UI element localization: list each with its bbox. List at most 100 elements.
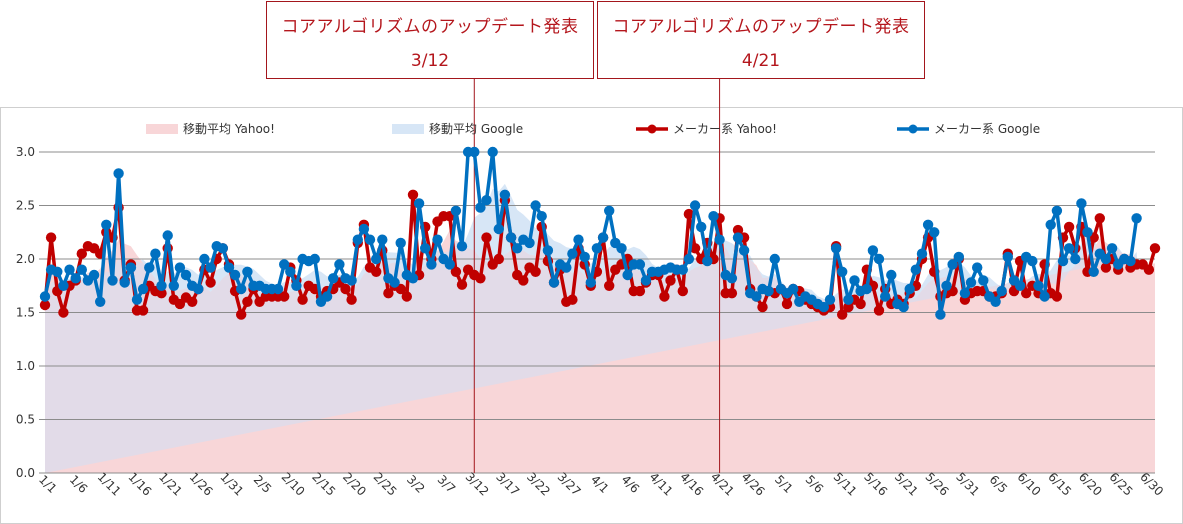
point-maker-google — [64, 264, 75, 275]
point-maker-google — [180, 269, 192, 281]
point-maker-google — [1106, 243, 1118, 254]
y-tick-label: 2.0 — [16, 252, 35, 266]
point-maker-google — [70, 273, 81, 284]
point-maker-google — [873, 253, 885, 265]
y-tick-label: 1.5 — [16, 306, 35, 320]
point-maker-google — [272, 283, 284, 295]
point-maker-google — [217, 243, 228, 254]
point-maker-google — [168, 280, 179, 291]
point-maker-yahoo — [279, 291, 290, 302]
annotation-title-2: コアアルゴリズムのアップデート発表 — [612, 17, 910, 37]
legend-marker-maker-google — [908, 124, 918, 134]
point-maker-google — [922, 219, 934, 230]
point-maker-yahoo — [873, 305, 885, 316]
point-maker-google — [321, 291, 333, 302]
annotation-date-2: 4/21 — [741, 51, 781, 71]
point-maker-google — [1070, 253, 1081, 265]
point-maker-google — [450, 205, 462, 216]
point-maker-google — [702, 255, 713, 267]
point-maker-yahoo — [39, 299, 51, 311]
annotation-date-1: 3/12 — [410, 51, 450, 71]
point-maker-google — [52, 266, 63, 277]
point-maker-google — [174, 262, 186, 273]
point-maker-google — [567, 248, 578, 259]
point-maker-yahoo — [242, 296, 253, 307]
point-maker-yahoo — [855, 298, 866, 310]
point-maker-google — [101, 219, 112, 230]
point-maker-yahoo — [76, 248, 88, 259]
legend-label-ma-yahoo: 移動平均 Yahoo! — [183, 122, 275, 136]
point-maker-google — [328, 273, 339, 284]
point-maker-google — [137, 283, 149, 295]
point-maker-google — [696, 221, 707, 233]
point-maker-yahoo — [383, 288, 394, 299]
point-maker-google — [1033, 280, 1044, 291]
point-maker-yahoo — [665, 275, 676, 286]
point-maker-google — [444, 259, 455, 270]
point-maker-google — [972, 262, 983, 273]
annotation-callout-2: コアアルゴリズムのアップデート発表 4/21 — [597, 1, 925, 79]
point-maker-google — [242, 266, 253, 277]
point-maker-google — [150, 248, 161, 259]
point-maker-google — [604, 205, 615, 216]
point-maker-google — [843, 294, 854, 305]
point-maker-yahoo — [1020, 288, 1032, 299]
point-maker-google — [916, 248, 928, 259]
point-maker-yahoo — [530, 266, 541, 277]
point-maker-google — [947, 259, 958, 270]
point-maker-google — [107, 275, 118, 286]
point-maker-google — [824, 294, 836, 305]
point-maker-google — [377, 234, 388, 245]
point-maker-google — [1063, 243, 1075, 254]
point-maker-google — [131, 294, 143, 305]
point-maker-google — [1131, 213, 1142, 224]
point-maker-google — [683, 253, 695, 265]
point-maker-google — [818, 301, 829, 313]
point-maker-yahoo — [236, 309, 247, 320]
point-maker-google — [113, 168, 124, 179]
point-maker-google — [285, 266, 296, 277]
point-maker-google — [193, 283, 204, 295]
point-maker-google — [1088, 266, 1099, 277]
point-maker-yahoo — [1100, 262, 1112, 273]
point-maker-google — [505, 232, 517, 243]
point-maker-google — [536, 211, 547, 222]
point-maker-yahoo — [156, 288, 167, 299]
point-maker-google — [788, 283, 799, 295]
point-maker-google — [530, 200, 541, 211]
point-maker-google — [898, 301, 909, 313]
point-maker-google — [561, 262, 572, 273]
point-maker-google — [886, 269, 897, 281]
y-tick-label: 1.0 — [16, 359, 35, 373]
point-maker-yahoo — [187, 296, 198, 307]
point-maker-google — [837, 266, 848, 277]
point-maker-yahoo — [1063, 221, 1075, 233]
point-maker-google — [389, 277, 400, 288]
point-maker-google — [714, 234, 725, 245]
point-maker-google — [236, 283, 247, 295]
point-maker-google — [585, 277, 596, 288]
point-maker-yahoo — [518, 275, 529, 286]
point-maker-yahoo — [450, 266, 462, 277]
point-maker-google — [524, 237, 535, 249]
point-maker-google — [88, 269, 100, 281]
point-maker-google — [591, 243, 603, 254]
point-maker-yahoo — [401, 291, 412, 302]
point-maker-google — [1002, 251, 1013, 263]
y-tick-label: 3.0 — [16, 145, 35, 159]
point-maker-google — [229, 269, 241, 281]
point-maker-google — [689, 200, 701, 211]
point-maker-yahoo — [340, 283, 351, 295]
point-maker-yahoo — [407, 189, 419, 200]
point-maker-google — [763, 285, 774, 297]
point-maker-yahoo — [659, 291, 670, 302]
point-maker-google — [738, 245, 750, 256]
point-maker-google — [1100, 253, 1112, 265]
legend-swatch-ma-google — [392, 124, 424, 134]
point-maker-google — [978, 275, 989, 286]
point-maker-google — [499, 189, 511, 200]
point-maker-yahoo — [481, 232, 492, 243]
point-maker-yahoo — [781, 298, 793, 310]
point-maker-google — [830, 243, 842, 254]
point-maker-google — [910, 264, 921, 275]
